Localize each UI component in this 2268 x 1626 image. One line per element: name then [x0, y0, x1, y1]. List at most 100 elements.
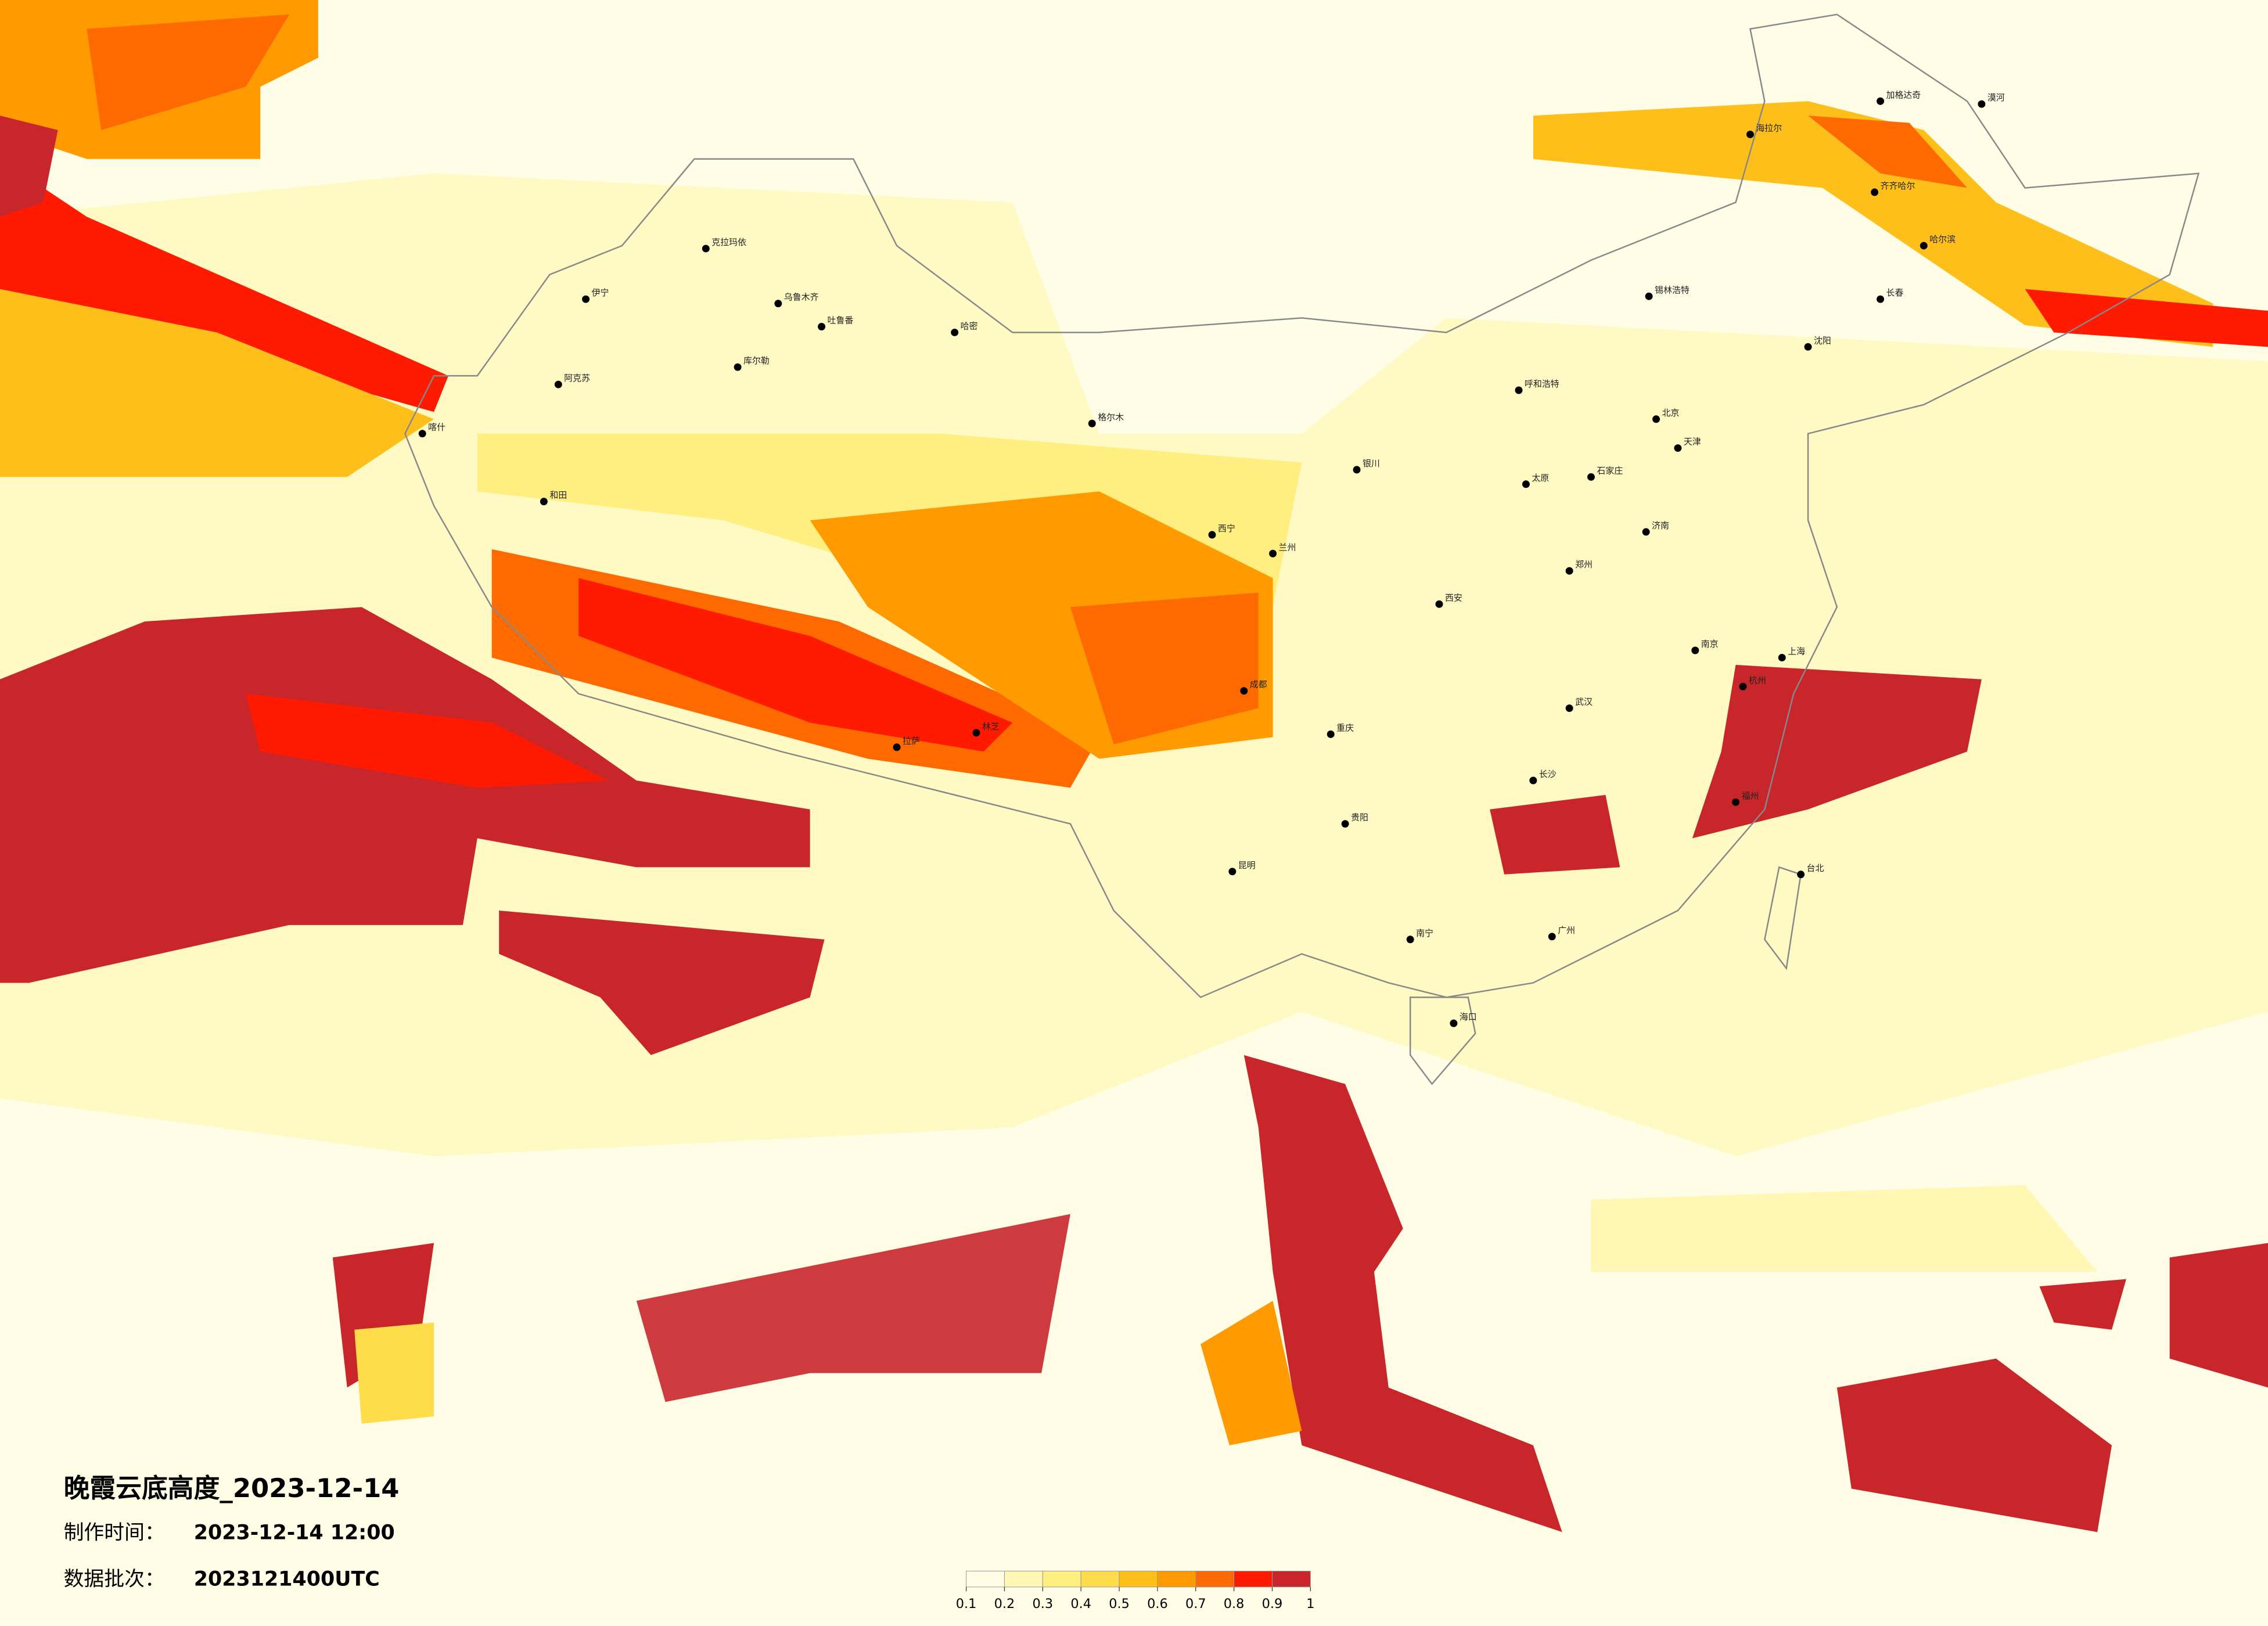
city-dot	[1587, 473, 1595, 481]
city-label: 太原	[1532, 473, 1549, 483]
city-label: 成都	[1250, 679, 1267, 690]
city-dot	[1522, 480, 1530, 488]
city-dot	[1327, 730, 1335, 738]
city-dot	[893, 743, 901, 751]
legend-swatch	[1080, 1570, 1120, 1588]
city-dot	[774, 300, 782, 308]
city-label: 重庆	[1336, 722, 1354, 733]
city-dot	[1565, 704, 1573, 713]
city-dot	[951, 328, 959, 336]
city-dot	[418, 430, 426, 438]
info-label: 数据批次：	[64, 1567, 165, 1591]
legend-swatch	[1157, 1570, 1196, 1588]
legend-tick-label: 0.4	[1070, 1596, 1091, 1611]
city-label: 哈尔滨	[1929, 234, 1956, 244]
city-dot	[1674, 444, 1682, 452]
city-label: 西安	[1445, 592, 1462, 603]
city-label: 加格达奇	[1886, 89, 1921, 100]
city-dot	[1435, 600, 1443, 608]
legend-swatch	[1234, 1570, 1273, 1588]
city-dot	[582, 295, 590, 303]
info-label: 制作时间：	[64, 1521, 165, 1545]
city-label: 库尔勒	[743, 355, 770, 366]
city-label: 台北	[1807, 863, 1824, 873]
city-dot	[1797, 870, 1805, 879]
city-label: 兰州	[1279, 542, 1296, 552]
city-label: 齐齐哈尔	[1881, 181, 1915, 191]
city-dot	[1778, 653, 1786, 661]
city-dot	[1240, 687, 1248, 695]
city-label: 伊宁	[592, 287, 609, 298]
city-dot	[1450, 1019, 1458, 1027]
city-label: 锡林浩特	[1655, 285, 1690, 295]
city-label: 南京	[1701, 639, 1719, 649]
city-dot	[1739, 682, 1747, 690]
city-dot	[1208, 531, 1216, 539]
city-label: 广州	[1558, 925, 1575, 936]
city-label: 格尔木	[1098, 412, 1124, 422]
city-label: 石家庄	[1597, 465, 1623, 476]
city-dot	[1548, 933, 1556, 941]
city-dot	[1746, 130, 1754, 138]
legend-tick-label: 0.9	[1262, 1596, 1283, 1611]
city-label: 郑州	[1575, 559, 1593, 570]
city-dot	[1228, 868, 1237, 876]
field	[0, 0, 2268, 1533]
city-label: 哈密	[961, 321, 978, 331]
legend-swatch	[1042, 1570, 1081, 1588]
city-dot	[540, 498, 548, 506]
city-dot	[1978, 100, 1986, 108]
border	[1763, 866, 1802, 970]
city-dot	[734, 363, 742, 371]
city-label: 喀什	[428, 422, 445, 433]
legend-swatch	[1195, 1570, 1235, 1588]
legend-swatch	[966, 1570, 1005, 1588]
city-label: 南宁	[1416, 928, 1433, 938]
city-dot	[702, 244, 710, 253]
legend-swatch	[1004, 1570, 1043, 1588]
city-label: 林芝	[982, 721, 1000, 732]
city-label: 武汉	[1575, 697, 1593, 707]
city-label: 呼和浩特	[1525, 379, 1559, 389]
city-label: 贵阳	[1351, 812, 1368, 823]
city-dot	[1804, 343, 1812, 351]
city-dot	[1645, 292, 1653, 300]
city-dot	[1088, 419, 1096, 427]
city-dot	[1406, 936, 1414, 944]
city-dot	[1877, 97, 1885, 105]
city-label: 和田	[549, 490, 567, 501]
city-dot	[1732, 798, 1739, 806]
city-dot	[1652, 415, 1660, 423]
city-dot	[1341, 820, 1349, 828]
city-label: 天津	[1684, 437, 1701, 447]
legend-swatch	[1119, 1570, 1158, 1588]
city-label: 吐鲁番	[828, 315, 854, 326]
city-label: 拉萨	[903, 736, 920, 746]
city-dot	[1920, 242, 1928, 250]
legend-tick-label: 0.8	[1224, 1596, 1245, 1611]
city-label: 福州	[1741, 790, 1759, 801]
city-label: 长春	[1886, 287, 1904, 298]
city-label: 上海	[1788, 646, 1805, 656]
city-dot	[1871, 188, 1879, 196]
city-dot	[1691, 646, 1699, 654]
legend-tick-label: 0.3	[1033, 1596, 1054, 1611]
border	[1409, 997, 1476, 1085]
city-dot	[1269, 549, 1277, 557]
info-value: 2023-12-14 12:00	[194, 1521, 395, 1545]
city-dot	[1529, 776, 1537, 785]
border	[404, 13, 2200, 998]
city-dot	[1565, 567, 1573, 575]
legend-tick-label: 1	[1306, 1596, 1314, 1611]
city-dot	[1353, 466, 1361, 474]
city-label: 阿克苏	[564, 373, 590, 383]
legend-tick-label: 0.2	[994, 1596, 1015, 1611]
legend-tick-label: 0.1	[956, 1596, 977, 1611]
city-label: 西宁	[1218, 523, 1235, 534]
info-value: 2023121400UTC	[194, 1567, 380, 1591]
city-label: 昆明	[1238, 860, 1256, 870]
city-dot	[1515, 386, 1523, 394]
